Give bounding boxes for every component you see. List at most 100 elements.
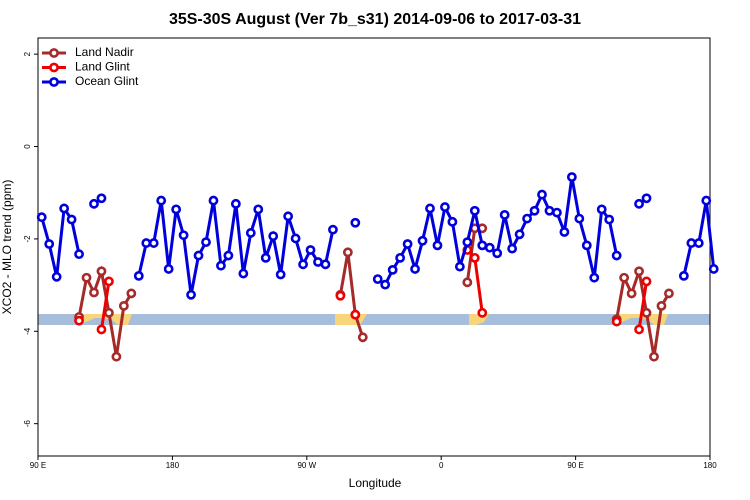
data-point: [178, 230, 189, 241]
data-point: [305, 245, 316, 255]
data-point: [604, 214, 615, 225]
data-point: [574, 213, 585, 224]
data-point: [395, 252, 406, 263]
data-point: [537, 189, 547, 200]
data-point: [89, 287, 99, 298]
data-point: [260, 252, 271, 263]
x-tick-label: 0: [439, 461, 444, 470]
y-tick-label: 2: [23, 51, 32, 56]
data-point: [611, 316, 622, 327]
data-point: [313, 257, 323, 267]
data-point: [328, 224, 338, 235]
data-point: [81, 272, 92, 283]
data-point: [238, 268, 249, 279]
data-point: [619, 272, 630, 283]
data-point: [126, 288, 137, 299]
data-point: [133, 270, 144, 281]
data-point: [514, 229, 525, 240]
data-point: [342, 247, 353, 258]
data-point: [417, 235, 428, 246]
data-point: [634, 324, 644, 335]
data-point: [462, 277, 473, 288]
y-tick-label: -2: [23, 235, 32, 243]
data-point: [230, 198, 241, 209]
data-point: [559, 227, 570, 237]
data-point: [59, 203, 70, 214]
data-point: [656, 300, 667, 311]
data-point: [686, 238, 697, 248]
plot-frame: [37, 37, 711, 457]
data-point: [118, 300, 129, 311]
y-tick-label: 0: [23, 144, 32, 149]
data-point: [372, 274, 383, 285]
data-point: [432, 240, 443, 251]
x-axis-label: Longitude: [349, 476, 402, 490]
data-point: [477, 307, 488, 318]
data-point: [410, 264, 420, 274]
data-point: [596, 204, 607, 215]
data-point: [484, 242, 495, 253]
data-point: [634, 198, 644, 209]
data-point: [357, 332, 368, 343]
data-point: [201, 237, 211, 248]
data-point: [701, 195, 712, 206]
data-point: [492, 248, 503, 259]
data-point: [163, 264, 174, 274]
legend-label: Land Nadir: [75, 45, 134, 59]
x-tick-label: 180: [703, 461, 717, 470]
data-point: [641, 193, 652, 204]
y-axis-label: XCO2 - MLO trend (ppm): [0, 180, 14, 315]
data-point: [499, 209, 510, 220]
data-point: [626, 288, 637, 299]
data-point: [283, 211, 294, 222]
x-tick-label: 90 W: [297, 461, 316, 470]
data-point: [275, 269, 286, 280]
data-point: [186, 289, 196, 300]
data-point: [447, 216, 458, 227]
data-point: [148, 238, 159, 248]
data-point: [529, 205, 540, 216]
legend-swatch-point: [49, 77, 59, 87]
land-patch: [78, 314, 132, 325]
data-point: [96, 266, 107, 277]
data-point: [693, 238, 704, 248]
data-point: [387, 264, 398, 275]
data-point: [208, 195, 219, 206]
data-point: [245, 228, 256, 238]
data-point: [111, 351, 122, 362]
data-point: [589, 272, 600, 283]
data-point: [454, 261, 465, 272]
data-point: [611, 250, 622, 261]
data-point: [44, 239, 55, 249]
legend-swatch-point: [49, 48, 59, 58]
data-point: [89, 198, 99, 209]
data-point: [104, 276, 114, 287]
data-point: [141, 238, 152, 248]
data-point: [216, 260, 226, 271]
ocean-band: [38, 314, 710, 325]
data-point: [402, 239, 413, 249]
data-point: [350, 309, 361, 320]
data-point: [253, 204, 264, 215]
data-point: [74, 315, 84, 326]
data-point: [522, 213, 532, 224]
data-point: [335, 290, 346, 301]
data-point: [544, 205, 555, 216]
land-patch: [614, 314, 668, 325]
data-point: [156, 195, 167, 206]
data-point: [290, 233, 301, 244]
data-point: [469, 205, 480, 216]
y-tick-label: -4: [23, 327, 32, 335]
data-point: [298, 259, 308, 270]
data-point: [581, 240, 592, 251]
data-point: [462, 237, 473, 248]
data-point: [641, 307, 652, 318]
data-point: [320, 259, 331, 270]
data-point: [104, 307, 114, 318]
x-tick-label: 90 E: [567, 461, 583, 470]
data-point: [96, 193, 107, 204]
legend-swatch-point: [49, 62, 59, 73]
surface-band: [38, 314, 710, 325]
data-point: [171, 204, 182, 215]
